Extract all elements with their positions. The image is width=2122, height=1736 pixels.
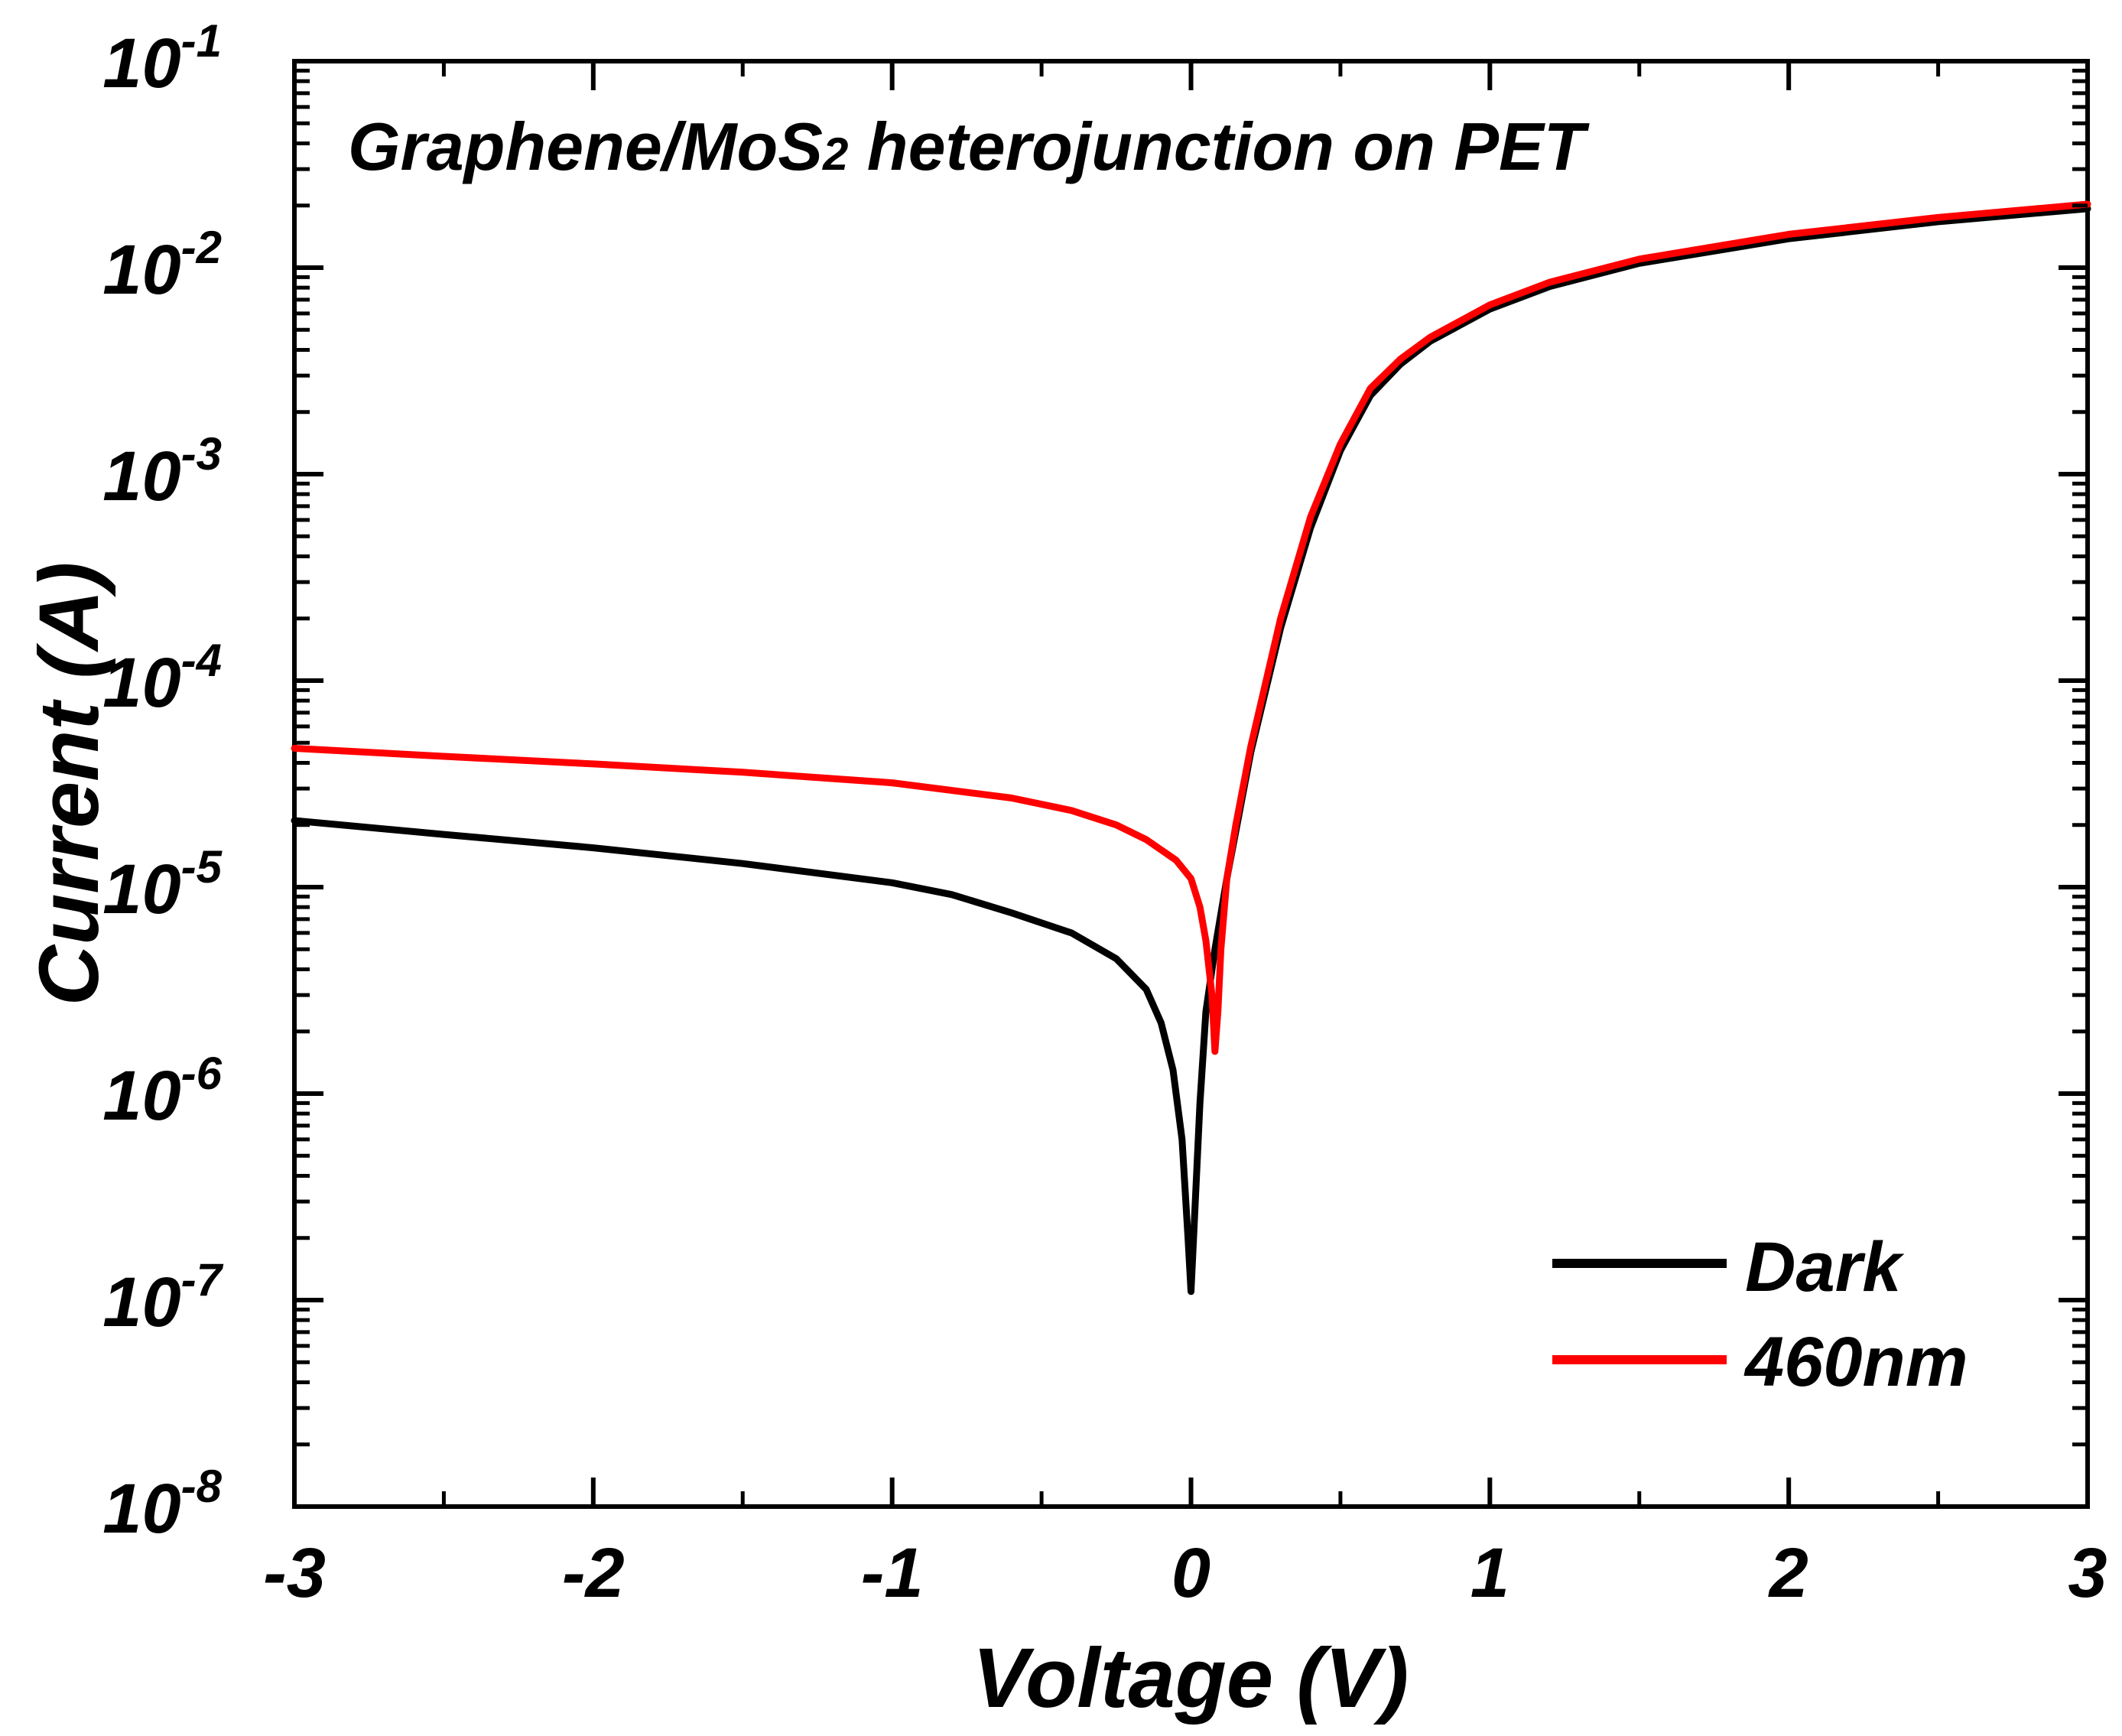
series-line-460nm: [291, 200, 2091, 1055]
axis-ticks: [292, 59, 2090, 1509]
y-tick-label: 10-8: [102, 1461, 222, 1548]
chart-title-rest: heterojunction on PET: [848, 109, 1589, 184]
x-tick-label: -1: [861, 1534, 924, 1612]
y-tick-label: 10-2: [102, 222, 222, 309]
series-curves: [291, 200, 2091, 1295]
chart-title-subscript: 2: [822, 128, 848, 180]
y-tick-label: 10-3: [102, 428, 222, 515]
y-tick-label: 10-4: [102, 635, 222, 722]
y-axis-title: Current (A): [22, 562, 116, 1006]
legend-label-dark: Dark: [1745, 1228, 1904, 1306]
axis-tick-labels: -3 -2 -1 0 1 2 3 10-1 10-2 10-3 10-4 10-5 10-6 10-7 10…: [102, 15, 2107, 1612]
x-tick-label: -2: [562, 1534, 625, 1612]
y-tick-label: 10-6: [102, 1048, 222, 1135]
chart-title-main: Graphene/MoS: [348, 109, 823, 184]
x-tick-label: 0: [1171, 1534, 1210, 1612]
x-tick-label: -3: [263, 1534, 326, 1612]
x-tick-label: 2: [1768, 1534, 1808, 1612]
series-line-dark: [291, 205, 2091, 1295]
x-tick-label: 3: [2068, 1534, 2107, 1612]
y-tick-label: 10-1: [102, 15, 222, 102]
y-tick-label: 10-7: [102, 1254, 223, 1341]
x-axis-title: Voltage (V): [973, 1631, 1409, 1725]
legend-label-460nm: 460nm: [1743, 1323, 1968, 1401]
y-tick-label: 10-5: [102, 841, 223, 928]
chart-title: Graphene/MoS2 heterojunction on PET: [348, 109, 1590, 184]
x-tick-label: 1: [1470, 1534, 1509, 1612]
legend: Dark 460nm: [1552, 1228, 1968, 1401]
